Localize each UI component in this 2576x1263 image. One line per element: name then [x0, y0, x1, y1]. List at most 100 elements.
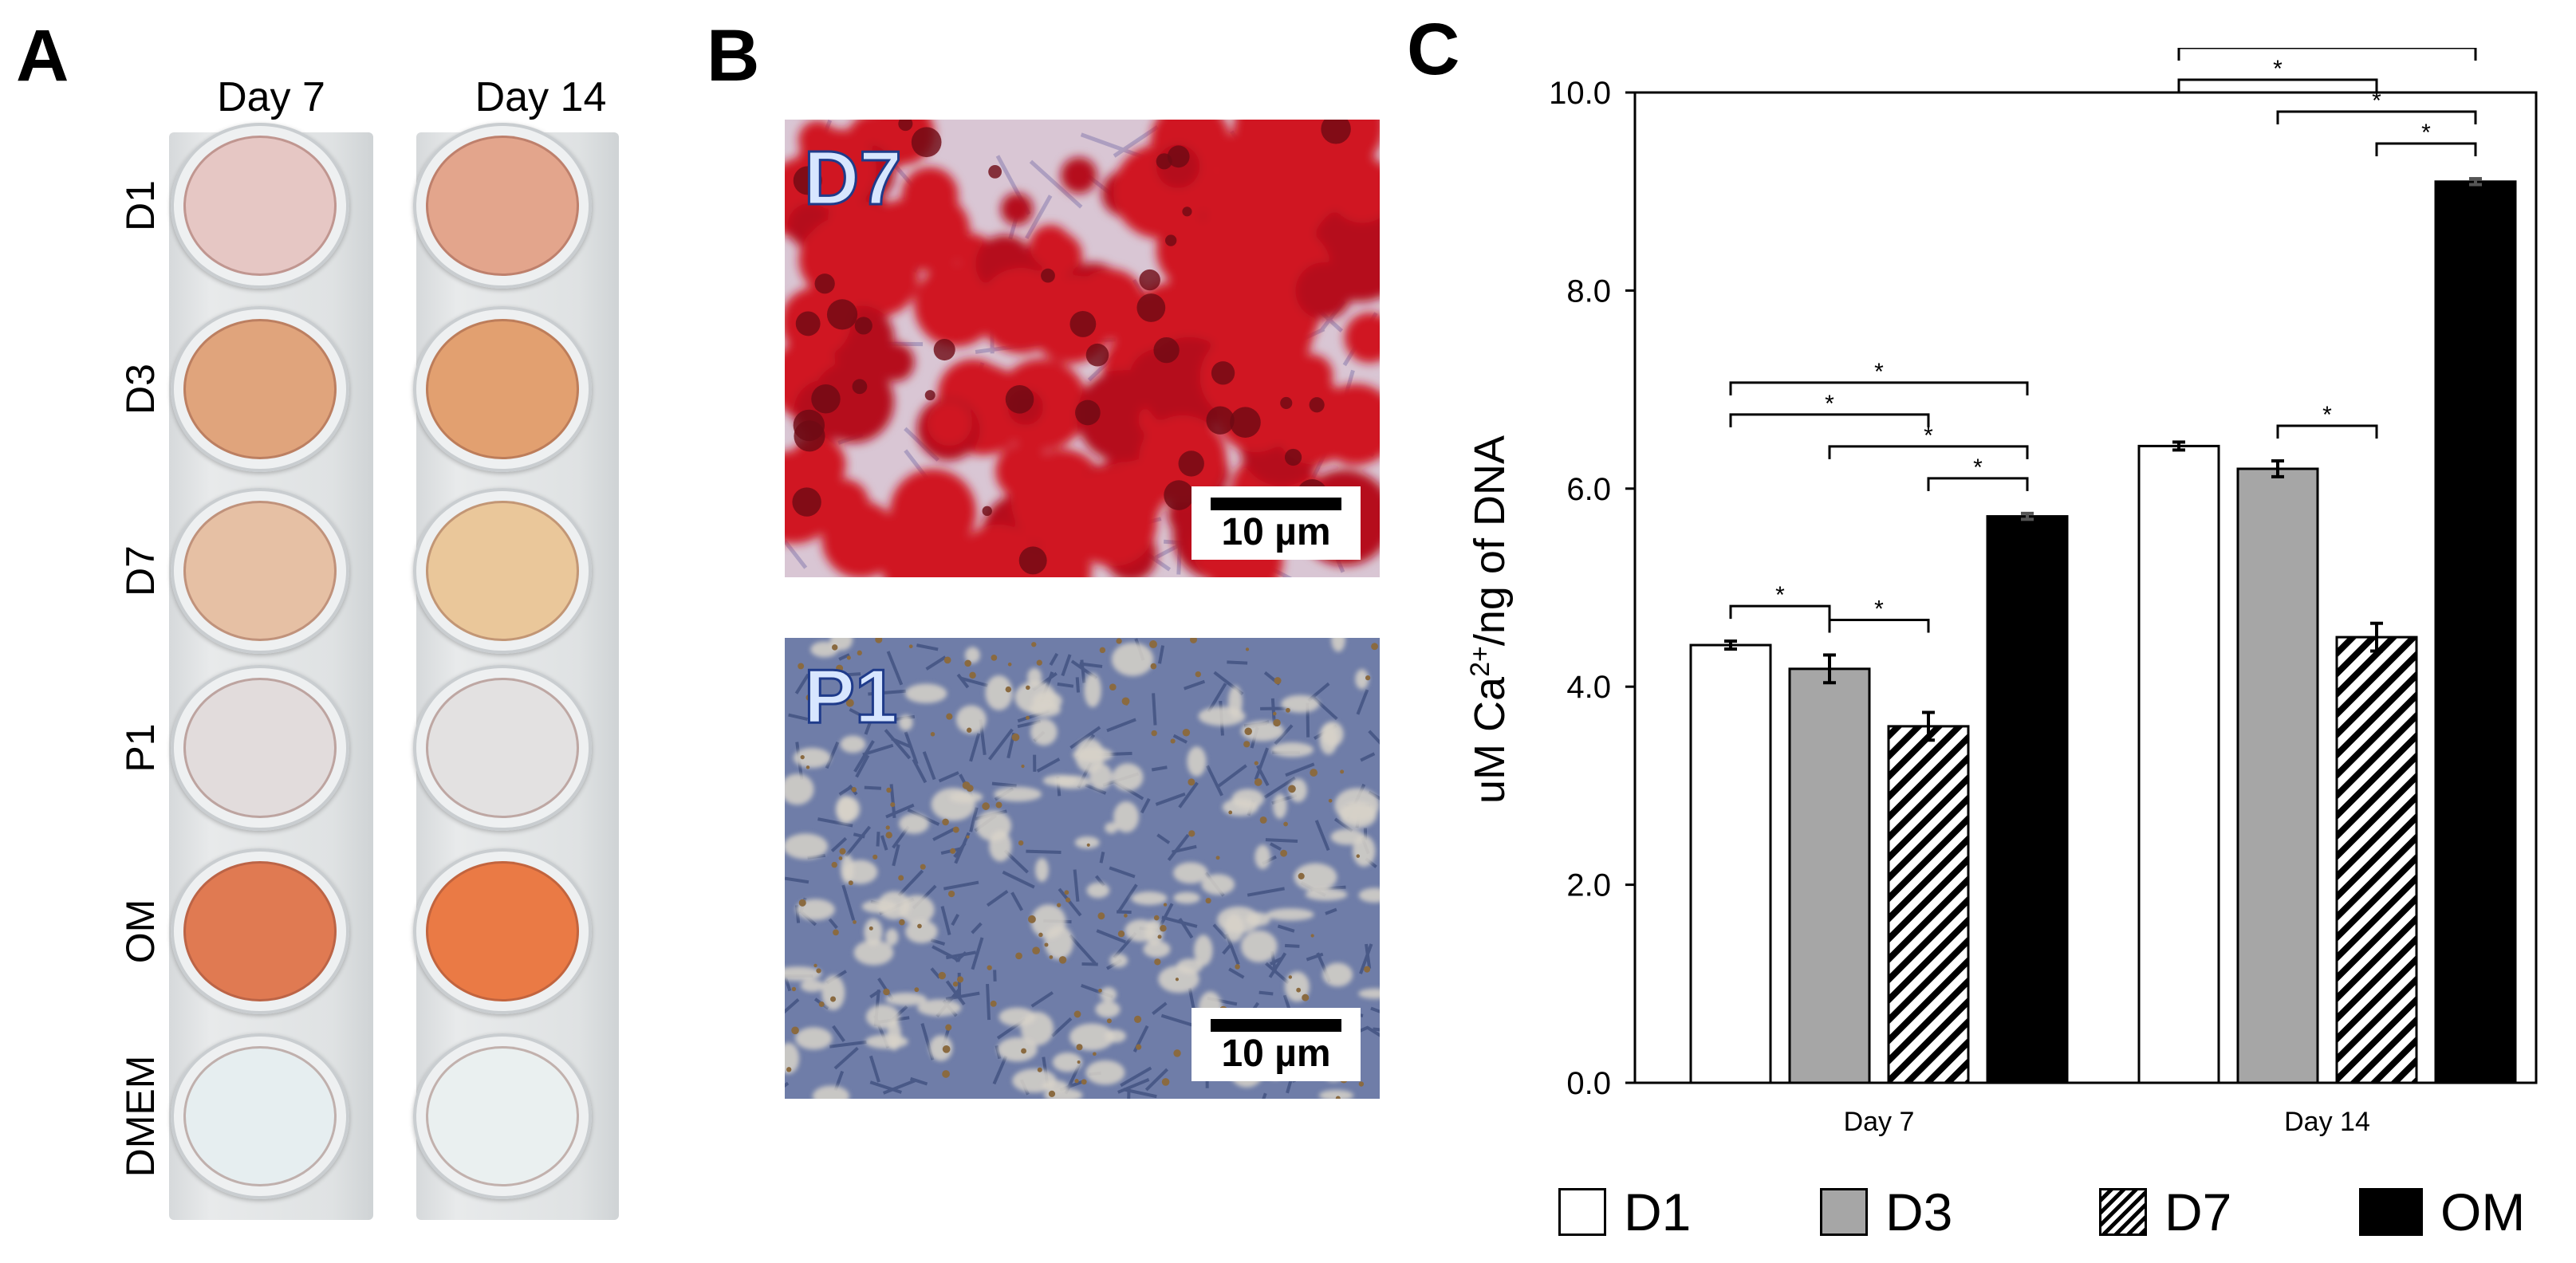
significance-star: *: [2273, 56, 2283, 82]
cell-fiber: [1155, 792, 1186, 806]
cell-fiber: [1106, 718, 1136, 733]
cell-body: [810, 641, 839, 658]
cell-body: [1240, 721, 1284, 742]
cell-body: [1113, 801, 1140, 833]
cell-fiber: [1051, 1017, 1073, 1037]
granule: [800, 754, 805, 760]
cell-fiber: [884, 729, 912, 760]
granule: [805, 765, 810, 769]
dark-nodule: [1139, 269, 1160, 291]
cell-body: [1322, 962, 1353, 987]
granule: [1037, 1067, 1042, 1072]
cell-fiber: [1359, 943, 1373, 974]
cell-fiber: [1269, 957, 1283, 966]
cell-fiber: [794, 673, 810, 694]
granule: [952, 981, 959, 987]
cell-fiber: [1314, 820, 1330, 852]
cell-body: [1084, 673, 1101, 708]
cell-body: [1035, 858, 1049, 883]
cell-fiber: [971, 922, 983, 934]
mineral-deposit: [1329, 156, 1380, 223]
granule: [845, 698, 854, 707]
cell-fiber: [838, 785, 853, 797]
granule: [848, 880, 853, 886]
cell-body: [1255, 844, 1271, 869]
cell-body: [1173, 891, 1200, 904]
cell-fiber: [855, 754, 870, 778]
cell-body: [812, 1085, 850, 1099]
significance-bracket: *: [1729, 582, 1831, 620]
cell-fiber: [904, 731, 919, 765]
dark-nodule: [1075, 399, 1101, 426]
granule: [1215, 856, 1220, 860]
mineral-deposit: [880, 512, 974, 577]
dark-nodule: [1005, 385, 1034, 414]
granule: [851, 787, 857, 793]
granule: [1288, 785, 1296, 793]
granule: [883, 988, 890, 996]
cell-fiber: [830, 836, 848, 852]
bracket-line: [1729, 381, 2029, 395]
cell-fiber: [1156, 833, 1171, 844]
granule: [1077, 1060, 1081, 1064]
granule: [1150, 663, 1157, 670]
cell-fiber: [1262, 1092, 1267, 1099]
cell-body: [1042, 1080, 1069, 1092]
granule: [836, 664, 844, 672]
cell-fiber: [1144, 1068, 1168, 1092]
granule: [952, 826, 959, 833]
granule: [982, 802, 990, 810]
cell-fiber: [1117, 883, 1138, 914]
significance-bracket: *: [2177, 48, 2477, 61]
cell-body: [904, 683, 947, 703]
significance-bracket: *: [1729, 391, 1930, 427]
granule: [1254, 761, 1258, 765]
plot-frame: [1633, 91, 2538, 1084]
cell-fiber: [1207, 683, 1227, 713]
granule: [1182, 729, 1191, 737]
cell-fiber: [1109, 866, 1136, 879]
bracket-line: [2177, 78, 2378, 93]
granule: [846, 655, 851, 660]
mineral-deposit: [927, 401, 972, 447]
mineral-deposit: [816, 148, 851, 183]
mineral-deposit: [1199, 333, 1286, 420]
granule: [1007, 662, 1012, 667]
cell-fiber: [1036, 757, 1061, 773]
cell-fiber: [1167, 833, 1190, 861]
bracket-line: [1828, 445, 2029, 459]
dark-nodule: [826, 299, 858, 330]
cell-fiber: [930, 938, 946, 946]
cell-fiber: [845, 825, 872, 857]
granule: [995, 801, 1002, 809]
significance-bracket: *: [1828, 596, 1930, 633]
cell-fiber: [885, 803, 915, 819]
granule: [966, 835, 970, 839]
cell-fiber: [817, 817, 853, 828]
cell-fiber: [1061, 654, 1072, 677]
granule: [1044, 942, 1049, 947]
cell-streak: [785, 539, 808, 569]
granule: [1259, 816, 1267, 824]
significance-star: *: [2322, 48, 2332, 50]
legend-label-d7: D7: [2164, 1182, 2232, 1241]
cell-fiber: [1263, 776, 1296, 799]
granule: [1310, 769, 1318, 777]
bracket-line: [1828, 618, 1930, 633]
granule: [908, 644, 913, 649]
granule: [969, 671, 976, 679]
dark-nodule: [1230, 407, 1261, 439]
granule: [1151, 730, 1157, 737]
mineral-deposit: [914, 263, 998, 347]
scale-bar-d7: 10 µm: [1191, 486, 1361, 560]
granule: [1048, 1090, 1056, 1097]
granule: [1160, 924, 1167, 932]
cell-fiber: [951, 913, 960, 927]
cell-fiber: [853, 740, 875, 773]
granule: [1081, 1079, 1087, 1085]
cell-body: [800, 979, 825, 993]
dark-nodule: [795, 311, 821, 336]
granule: [1021, 764, 1025, 769]
cell-body: [1085, 1060, 1125, 1085]
granule: [1018, 840, 1024, 846]
